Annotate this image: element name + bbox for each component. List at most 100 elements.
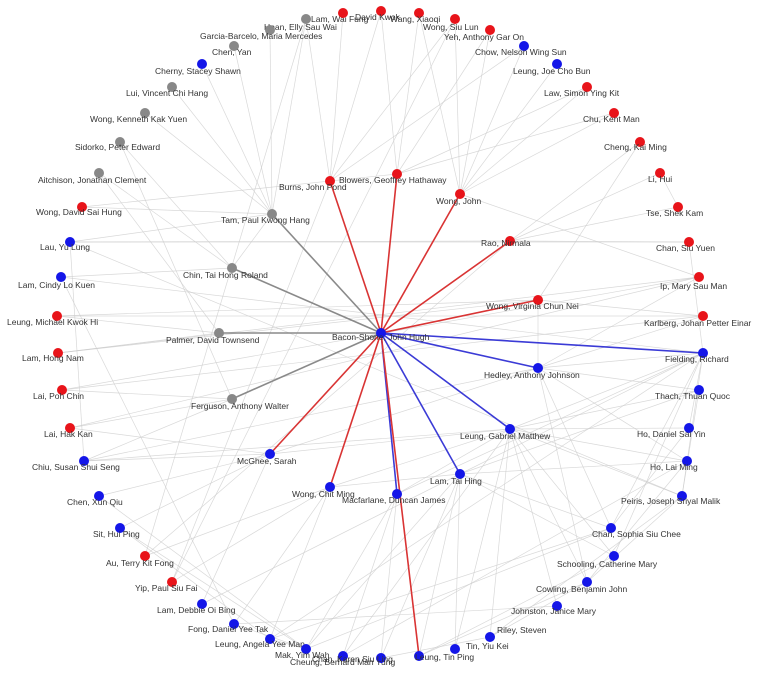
node-dot[interactable] — [673, 202, 683, 212]
node-chen-xun-qiu[interactable]: Chen, Xun Qiu — [67, 491, 123, 507]
node-dot[interactable] — [115, 137, 125, 147]
node-chen-yan[interactable]: Chen, Yan — [212, 41, 252, 57]
node-dot[interactable] — [455, 189, 465, 199]
node-li-hui[interactable]: Li, Hui — [648, 168, 672, 184]
node-dot[interactable] — [582, 577, 592, 587]
node-cheng-kai-ming[interactable]: Cheng, Kai Ming — [604, 137, 667, 152]
node-blowers-geoffrey-hathaway[interactable]: Blowers, Geoffrey Hathaway — [339, 169, 447, 185]
node-mcghee-sarah[interactable]: McGhee, Sarah — [237, 449, 297, 466]
node-dot[interactable] — [197, 599, 207, 609]
node-dot[interactable] — [414, 8, 424, 18]
node-wong-siu-lun[interactable]: Wong, Siu Lun — [423, 14, 479, 32]
node-dot[interactable] — [338, 8, 348, 18]
node-dot[interactable] — [376, 328, 386, 338]
node-riley-steven[interactable]: Riley, Steven — [485, 625, 547, 642]
node-hoan-elly-sau-wai[interactable]: Hoan, Elly Sau Wai — [264, 8, 348, 32]
node-dot[interactable] — [338, 651, 348, 661]
node-dot[interactable] — [519, 41, 529, 51]
node-dot[interactable] — [655, 168, 665, 178]
node-lam-wai-fung[interactable]: Lam, Wai Fung — [301, 14, 369, 24]
node-dot[interactable] — [694, 385, 704, 395]
node-cherny-stacey-shawn[interactable]: Cherny, Stacey Shawn — [155, 59, 241, 76]
node-dot[interactable] — [698, 311, 708, 321]
node-dot[interactable] — [450, 644, 460, 654]
node-dot[interactable] — [56, 272, 66, 282]
node-lam-hong-nam[interactable]: Lam, Hong Nam — [22, 348, 84, 363]
node-leung-joe-cho-bun[interactable]: Leung, Joe Cho Bun — [513, 59, 591, 76]
node-chan-siu-yuen[interactable]: Chan, Siu Yuen — [656, 237, 715, 253]
node-mak-yim-wah[interactable]: Mak, Yim Wah — [275, 644, 330, 660]
node-dot[interactable] — [684, 237, 694, 247]
node-dot[interactable] — [552, 59, 562, 69]
node-dot[interactable] — [57, 385, 67, 395]
node-fong-daniel-yee-tak[interactable]: Fong, Daniel Yee Tak — [188, 619, 269, 634]
node-dot[interactable] — [52, 311, 62, 321]
node-dot[interactable] — [301, 14, 311, 24]
node-dot[interactable] — [140, 551, 150, 561]
node-dot[interactable] — [229, 619, 239, 629]
node-dot[interactable] — [227, 394, 237, 404]
node-schooling-catherine-mary[interactable]: Schooling, Catherine Mary — [557, 551, 658, 569]
node-dot[interactable] — [533, 295, 543, 305]
node-dot[interactable] — [505, 424, 515, 434]
node-dot[interactable] — [682, 456, 692, 466]
node-dot[interactable] — [77, 202, 87, 212]
node-macfarlane-duncan-james[interactable]: Macfarlane, Duncan James — [342, 489, 445, 505]
node-bacon-shone-john-hugh[interactable]: Bacon-Shone, John Hugh — [332, 328, 430, 342]
node-wong-kenneth-kak-yuen[interactable]: Wong, Kenneth Kak Yuen — [90, 108, 187, 124]
node-dot[interactable] — [505, 236, 515, 246]
node-dot[interactable] — [325, 482, 335, 492]
node-lam-cindy-lo-kuen[interactable]: Lam, Cindy Lo Kuen — [18, 272, 95, 290]
node-lui-vincent-chi-hang[interactable]: Lui, Vincent Chi Hang — [126, 82, 208, 98]
node-dot[interactable] — [265, 634, 275, 644]
node-wong-david-sai-hung[interactable]: Wong, David Sai Hung — [36, 202, 122, 217]
node-peiris-joseph-sriyal-malik[interactable]: Peiris, Joseph Sriyal Malik — [621, 491, 721, 506]
node-dot[interactable] — [227, 263, 237, 273]
node-dot[interactable] — [698, 348, 708, 358]
node-dot[interactable] — [376, 653, 386, 663]
node-aitchison-jonathan-clement[interactable]: Aitchison, Jonathan Clement — [38, 168, 147, 185]
node-leung-angela-yee-man[interactable]: Leung, Angela Yee Man — [215, 634, 305, 649]
node-dot[interactable] — [214, 328, 224, 338]
node-dot[interactable] — [167, 82, 177, 92]
node-dot[interactable] — [609, 108, 619, 118]
node-dot[interactable] — [265, 449, 275, 459]
node-leung-michael-kwok-hi[interactable]: Leung, Michael Kwok Hi — [7, 311, 98, 327]
node-dot[interactable] — [485, 632, 495, 642]
node-au-terry-kit-fong[interactable]: Au, Terry Kit Fong — [106, 551, 174, 568]
node-dot[interactable] — [392, 169, 402, 179]
node-dot[interactable] — [455, 469, 465, 479]
node-chin-tai-hong-roland[interactable]: Chin, Tai Hong Roland — [183, 263, 268, 280]
node-dot[interactable] — [94, 491, 104, 501]
node-thach-thuan-quoc[interactable]: Thach, Thuan Quoc — [655, 385, 731, 401]
node-dot[interactable] — [229, 41, 239, 51]
node-ferguson-anthony-walter[interactable]: Ferguson, Anthony Walter — [191, 394, 289, 411]
node-karlberg-johan-petter-einar[interactable]: Karlberg, Johan Petter Einar — [644, 311, 751, 328]
node-leung-gabriel-matthew[interactable]: Leung, Gabriel Matthew — [460, 424, 551, 441]
node-cowling-benjamin-john[interactable]: Cowling, Benjamin John — [536, 577, 627, 594]
node-wong-john[interactable]: Wong, John — [436, 189, 481, 206]
node-burns-john-pond[interactable]: Burns, John Pond — [279, 176, 347, 192]
node-lai-hak-kan[interactable]: Lai, Hak Kan — [44, 423, 93, 439]
node-ip-mary-sau-man[interactable]: Ip, Mary Sau Man — [660, 272, 727, 291]
node-ho-daniel-sai-yin[interactable]: Ho, Daniel Sai Yin — [637, 423, 706, 439]
node-dot[interactable] — [115, 523, 125, 533]
node-chan-karen-siu-ling[interactable]: Chan, Karen Siu Ling — [312, 653, 393, 664]
node-dot[interactable] — [606, 523, 616, 533]
node-dot[interactable] — [684, 423, 694, 433]
node-dot[interactable] — [635, 137, 645, 147]
node-dot[interactable] — [694, 272, 704, 282]
node-dot[interactable] — [414, 651, 424, 661]
node-lai-poh-chin[interactable]: Lai, Poh Chin — [33, 385, 84, 401]
node-dot[interactable] — [301, 644, 311, 654]
node-dot[interactable] — [392, 489, 402, 499]
node-dot[interactable] — [609, 551, 619, 561]
node-law-simon-ying-kit[interactable]: Law, Simon Ying Kit — [544, 82, 620, 98]
node-dot[interactable] — [533, 363, 543, 373]
node-rao-nirmala[interactable]: Rao, Nirmala — [481, 236, 531, 248]
node-wang-xiaoqi[interactable]: Wang, Xiaoqi — [390, 8, 440, 24]
node-johnston-janice-mary[interactable]: Johnston, Janice Mary — [511, 601, 597, 616]
node-chan-sophia-siu-chee[interactable]: Chan, Sophia Siu Chee — [592, 523, 681, 539]
node-sit-hui-ping[interactable]: Sit, Hui Ping — [93, 523, 140, 539]
node-lam-tai-hing[interactable]: Lam, Tai Hing — [430, 469, 482, 486]
